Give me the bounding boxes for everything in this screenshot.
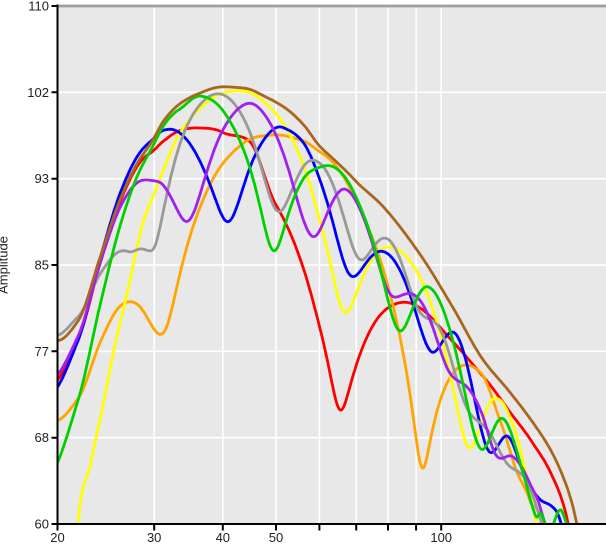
svg-text:50: 50: [269, 530, 283, 545]
svg-text:102: 102: [27, 85, 49, 100]
svg-text:60: 60: [35, 517, 49, 532]
svg-text:100: 100: [430, 530, 452, 545]
svg-text:110: 110: [28, 0, 49, 14]
svg-text:40: 40: [216, 530, 230, 545]
svg-text:77: 77: [35, 344, 49, 359]
svg-text:20: 20: [50, 530, 64, 545]
svg-text:Amplitude: Amplitude: [0, 236, 11, 294]
svg-text:68: 68: [35, 430, 49, 445]
svg-text:85: 85: [35, 258, 49, 273]
svg-text:30: 30: [147, 530, 161, 545]
svg-text:93: 93: [35, 171, 49, 186]
